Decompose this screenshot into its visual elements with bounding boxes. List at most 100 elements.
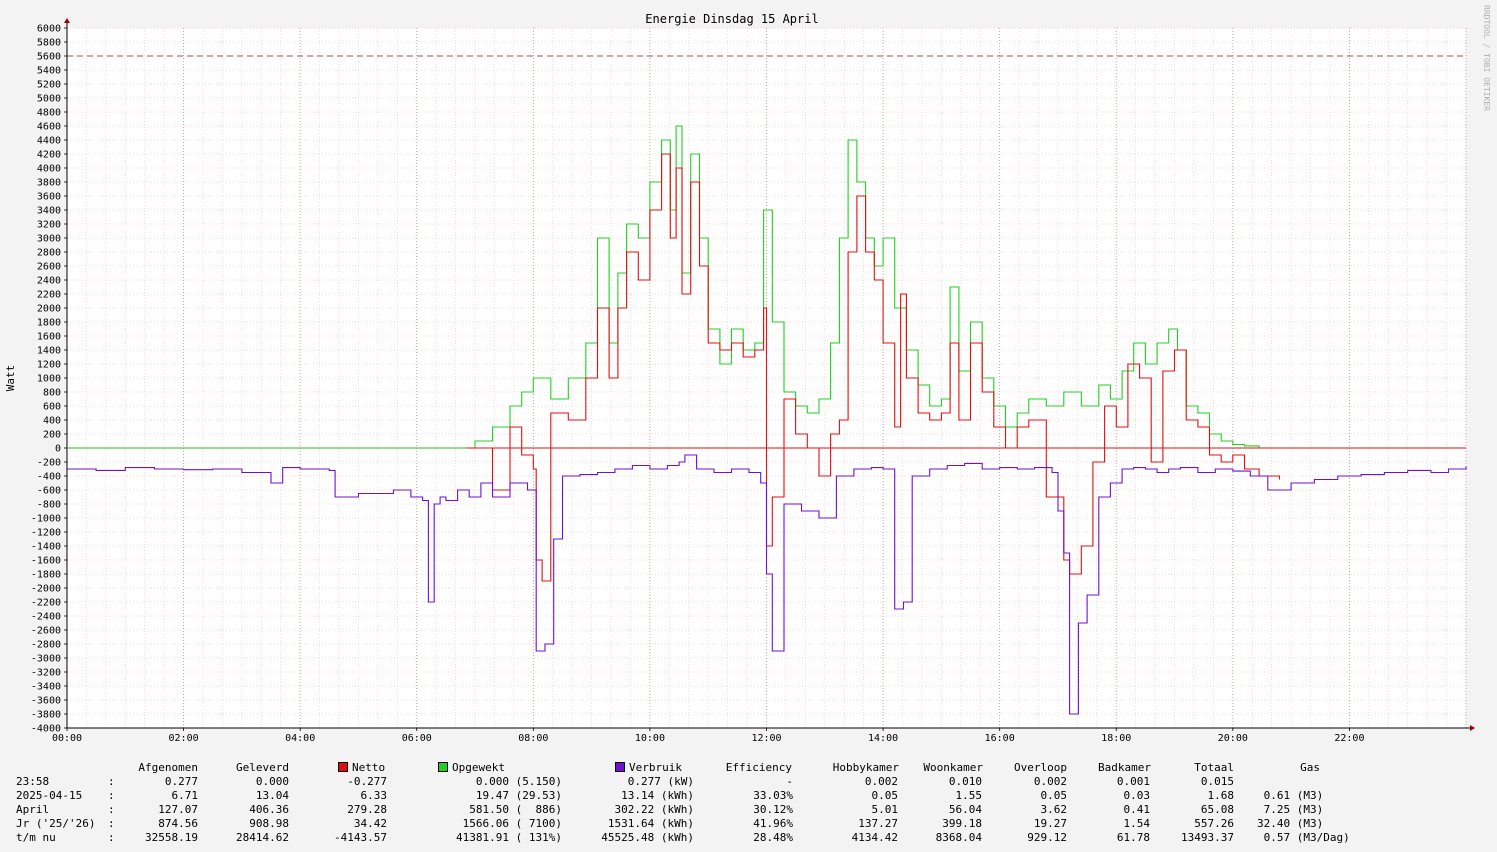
y-tick-label: 3000	[37, 234, 61, 245]
series-verbruik	[67, 454, 1467, 715]
cell-opgewekt: 41381.91 ( 131%)	[456, 831, 562, 844]
y-tick-label: 2000	[37, 304, 61, 315]
cell-overloop: 3.62	[1040, 803, 1068, 816]
cell-geleverd: 908.98	[249, 817, 289, 830]
header-verbruik: Verbruik	[615, 761, 682, 775]
cell-hobbykamer: 4134.42	[851, 831, 898, 844]
cell-opgewekt: 19.47 (29.53)	[475, 789, 562, 802]
y-tick-label: -400	[37, 472, 61, 483]
cell-gas: 32.40 (M3)	[1257, 817, 1324, 830]
cell-verbruik: 302.22 (kWh)	[614, 803, 694, 816]
y-tick-label: -3400	[31, 682, 61, 693]
y-tick-label: 2400	[37, 276, 61, 287]
x-tick-label: 04:00	[285, 733, 315, 744]
y-tick-label: -3000	[31, 654, 61, 665]
cell-woonkamer: 0.010	[948, 775, 982, 788]
netto-legend-swatch	[338, 762, 348, 772]
cell-geleverd: 0.000	[255, 775, 289, 788]
header-totaal: Totaal	[1194, 761, 1234, 774]
header-efficiency: Efficiency	[725, 761, 792, 774]
y-tick-label: -2800	[31, 640, 61, 651]
x-tick-label: 00:00	[52, 733, 82, 744]
cell-geleverd: 406.36	[249, 803, 289, 816]
header-woonkamer: Woonkamer	[923, 761, 983, 774]
y-tick-label: 5000	[37, 94, 61, 105]
header-netto: Netto	[338, 761, 385, 775]
cell-totaal: 1.68	[1207, 789, 1235, 802]
y-tick-label: 0	[55, 444, 61, 455]
cell-hobbykamer: 137.27	[858, 817, 898, 830]
y-tick-label: 1800	[37, 318, 61, 329]
cell-overloop: 19.27	[1033, 817, 1067, 830]
series-line-verbruik	[67, 454, 1467, 715]
series-line-netto	[466, 153, 1281, 582]
row-separator: :	[108, 831, 115, 844]
cell-verbruik: 45525.48 (kWh)	[601, 831, 694, 844]
y-tick-label: 1600	[37, 332, 61, 343]
chart-title: Energie Dinsdag 15 April	[645, 12, 818, 26]
cell-netto: -4143.57	[334, 831, 387, 844]
cell-efficiency: 30.12%	[753, 803, 793, 816]
y-tick-label: 5400	[37, 66, 61, 77]
y-tick-label: 800	[43, 388, 61, 399]
cell-netto: 6.33	[360, 789, 388, 802]
y-tick-label: 4400	[37, 136, 61, 147]
header-geleverd: Geleverd	[236, 761, 289, 774]
cell-verbruik: 0.277 (kW)	[627, 775, 694, 788]
cell-efficiency: 41.96%	[753, 817, 793, 830]
y-tick-label: 5200	[37, 80, 61, 91]
y-tick-label: 400	[43, 416, 61, 427]
x-tick-label: 22:00	[1334, 733, 1364, 744]
cell-totaal: 13493.37	[1181, 831, 1234, 844]
cell-gas: 0.61 (M3)	[1263, 789, 1324, 802]
cell-efficiency: 33.03%	[753, 789, 793, 802]
y-tick-label: 5800	[37, 38, 61, 49]
cell-overloop: 929.12	[1027, 831, 1067, 844]
y-tick-label: -2000	[31, 584, 61, 595]
cell-hobbykamer: 0.05	[871, 789, 899, 802]
y-tick-label: 600	[43, 402, 61, 413]
cell-totaal: 65.08	[1200, 803, 1234, 816]
y-tick-label: -3600	[31, 696, 61, 707]
y-tick-label: -200	[37, 458, 61, 469]
header-overloop: Overloop	[1014, 761, 1067, 774]
cell-efficiency: -	[786, 775, 793, 788]
y-tick-label: 1400	[37, 346, 61, 357]
cell-woonkamer: 8368.04	[935, 831, 982, 844]
x-tick-label: 14:00	[868, 733, 898, 744]
x-tick-label: 12:00	[751, 733, 781, 744]
series-netto	[466, 153, 1281, 582]
x-tick-label: 20:00	[1218, 733, 1248, 744]
cell-hobbykamer: 0.002	[864, 775, 898, 788]
cell-woonkamer: 399.18	[942, 817, 982, 830]
y-tick-label: -4000	[31, 724, 61, 735]
y-tick-label: -1800	[31, 570, 61, 581]
y-tick-label: 1000	[37, 374, 61, 385]
header-opgewekt: Opgewekt	[438, 761, 505, 775]
header-afgenomen: Afgenomen	[138, 761, 198, 774]
cell-verbruik: 13.14 (kWh)	[621, 789, 694, 802]
cell-badkamer: 1.54	[1123, 817, 1151, 830]
y-tick-label: 4800	[37, 108, 61, 119]
cell-verbruik: 1531.64 (kWh)	[607, 817, 694, 830]
y-tick-label: 2200	[37, 290, 61, 301]
cell-woonkamer: 56.04	[948, 803, 982, 816]
y-tick-label: -1600	[31, 556, 61, 567]
row-label: t/m nu	[16, 831, 56, 844]
cell-opgewekt: 1566.06 ( 7100)	[462, 817, 562, 830]
y-tick-label: -1200	[31, 528, 61, 539]
cell-geleverd: 13.04	[255, 789, 289, 802]
cell-afgenomen: 127.07	[158, 803, 198, 816]
row-separator: :	[108, 803, 115, 816]
y-tick-label: -2600	[31, 626, 61, 637]
x-tick-label: 02:00	[169, 733, 199, 744]
row-separator: :	[108, 775, 115, 788]
y-tick-label: 3200	[37, 220, 61, 231]
cell-totaal: 0.015	[1200, 775, 1234, 788]
y-tick-label: 2600	[37, 262, 61, 273]
x-tick-label: 06:00	[402, 733, 432, 744]
y-tick-label: -2400	[31, 612, 61, 623]
cell-gas: 0.57 (M3/Dag)	[1263, 831, 1350, 844]
y-tick-label: 4600	[37, 122, 61, 133]
verbruik-legend-label: Verbruik	[629, 761, 682, 774]
